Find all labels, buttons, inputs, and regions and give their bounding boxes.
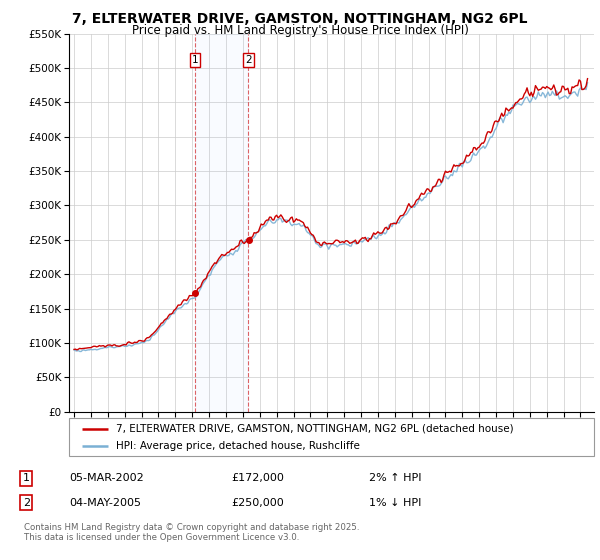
Text: 2: 2 [245,55,252,65]
Text: 2% ↑ HPI: 2% ↑ HPI [369,473,422,483]
Text: 2: 2 [23,498,30,507]
Text: £172,000: £172,000 [231,473,284,483]
Text: Price paid vs. HM Land Registry's House Price Index (HPI): Price paid vs. HM Land Registry's House … [131,24,469,37]
Text: 7, ELTERWATER DRIVE, GAMSTON, NOTTINGHAM, NG2 6PL: 7, ELTERWATER DRIVE, GAMSTON, NOTTINGHAM… [72,12,528,26]
Text: 7, ELTERWATER DRIVE, GAMSTON, NOTTINGHAM, NG2 6PL (detached house): 7, ELTERWATER DRIVE, GAMSTON, NOTTINGHAM… [116,423,514,433]
Text: 1% ↓ HPI: 1% ↓ HPI [369,498,421,507]
Text: 1: 1 [23,473,30,483]
Text: £250,000: £250,000 [231,498,284,507]
Text: Contains HM Land Registry data © Crown copyright and database right 2025.
This d: Contains HM Land Registry data © Crown c… [23,523,359,542]
Bar [195,34,248,412]
Text: HPI: Average price, detached house, Rushcliffe: HPI: Average price, detached house, Rush… [116,441,360,451]
Text: 1: 1 [192,55,199,65]
Text: 04-MAY-2005: 04-MAY-2005 [70,498,142,507]
Text: 05-MAR-2002: 05-MAR-2002 [70,473,145,483]
